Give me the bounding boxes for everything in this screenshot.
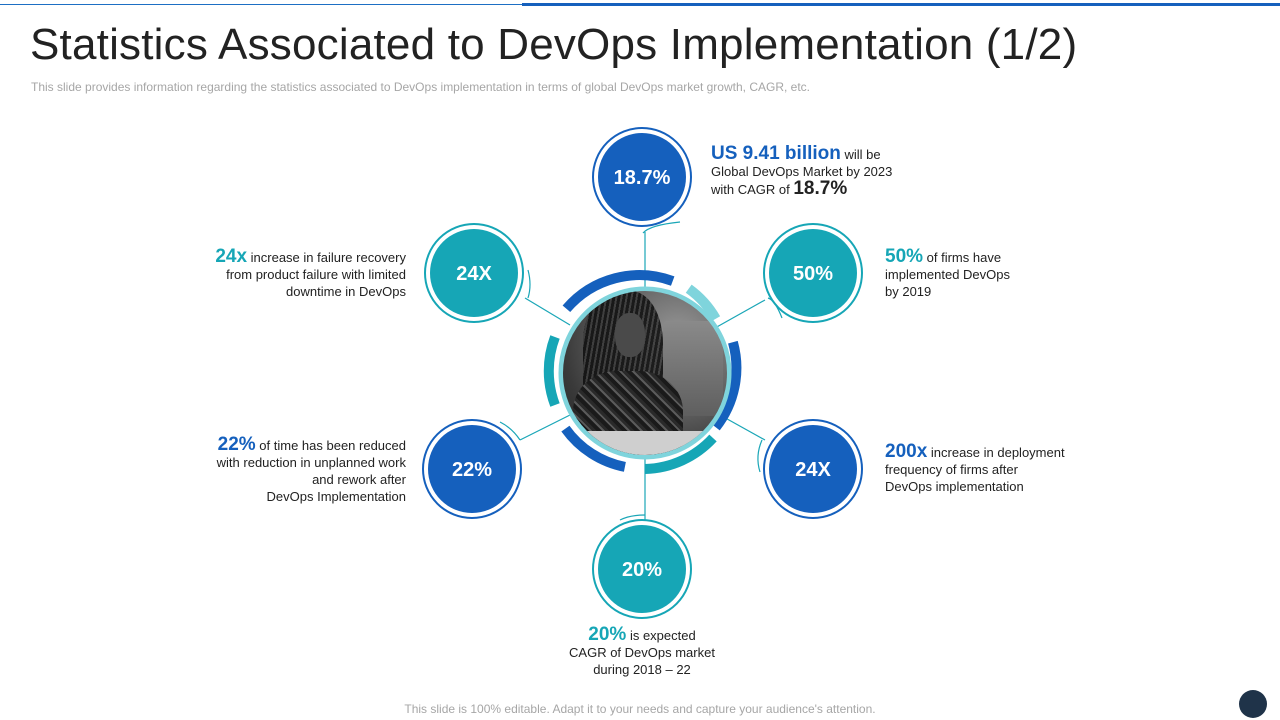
circle-upper-left-label: 24X — [456, 263, 492, 285]
stat-top-highlight: US 9.41 billion — [711, 143, 841, 164]
stat-bottom-line3: during 2018 – 22 — [593, 662, 691, 677]
circle-top: 18.7% — [592, 127, 692, 227]
circle-upper-left: 24X — [424, 223, 524, 323]
stat-bottom-line1: is expected — [626, 628, 696, 643]
face-shape — [615, 313, 645, 357]
stat-lower-right-line2: frequency of firms after — [885, 462, 1018, 477]
circle-top-label: 18.7% — [614, 167, 671, 189]
ring-inner-border — [558, 286, 732, 460]
stat-lower-right: 200x increase in deployment frequency of… — [885, 441, 1125, 495]
circle-lower-left: 22% — [422, 419, 522, 519]
connector-upper-right — [714, 299, 766, 329]
ring-segment-left — [543, 335, 560, 407]
circle-bottom-label: 20% — [622, 559, 662, 581]
circle-upper-right-label: 50% — [793, 263, 833, 285]
stat-upper-left-highlight: 24x — [215, 246, 248, 267]
stat-upper-right-line3: by 2019 — [885, 284, 932, 299]
accent-arc-upper-left — [527, 269, 531, 299]
stat-lower-left-highlight: 22% — [217, 434, 256, 455]
stat-upper-left: 24x increase in failure recovery from pr… — [166, 246, 406, 300]
page-subtitle: This slide provides information regardin… — [31, 80, 810, 94]
stat-upper-left-line2: from product failure with limited — [226, 267, 406, 282]
stat-lower-left-line4: DevOps Implementation — [266, 489, 406, 504]
footer-note: This slide is 100% editable. Adapt it to… — [404, 702, 876, 716]
stat-top-line1: will be — [840, 147, 881, 162]
connector-lower-right — [719, 414, 766, 441]
navigation-dot-icon[interactable] — [1239, 690, 1267, 718]
circle-lower-left-label: 22% — [452, 459, 492, 481]
circle-lower-right-label: 24X — [795, 459, 831, 481]
stat-lower-right-line3: DevOps implementation — [885, 479, 1024, 494]
stat-lower-left: 22% of time has been reduced with reduct… — [156, 434, 406, 505]
top-accent-line-right — [522, 3, 1280, 6]
stat-lower-left-line1: of time has been reduced — [255, 438, 406, 453]
stat-upper-right-line1: of firms have — [923, 250, 1002, 265]
accent-arc-lower-left — [499, 421, 521, 441]
stat-lower-left-line2: with reduction in unplanned work — [216, 455, 406, 470]
circle-upper-right: 50% — [763, 223, 863, 323]
stat-top: US 9.41 billion will be Global DevOps Ma… — [711, 143, 951, 199]
stat-top-line2: Global DevOps Market by 2023 — [711, 164, 893, 179]
ring-segment-top-right — [685, 284, 721, 322]
ring-segment-right — [711, 340, 742, 431]
stat-upper-right: 50% of firms have implemented DevOps by … — [885, 246, 1105, 300]
stat-upper-left-line1: increase in failure recovery — [247, 250, 406, 265]
connector-upper-left — [524, 297, 571, 326]
connector-lower-left — [519, 414, 571, 441]
stat-lower-right-line1: increase in deployment — [927, 445, 1065, 460]
stat-bottom: 20% is expected CAGR of DevOps market du… — [532, 624, 752, 678]
desk-shape — [563, 431, 727, 455]
stat-top-line3: with CAGR of — [711, 182, 794, 197]
accent-arc-lower-right — [757, 439, 763, 473]
center-photo — [563, 291, 727, 455]
stat-upper-left-line3: downtime in DevOps — [286, 284, 406, 299]
circle-lower-right: 24X — [763, 419, 863, 519]
page-title: Statistics Associated to DevOps Implemen… — [30, 20, 1078, 69]
stat-upper-right-line2: implemented DevOps — [885, 267, 1010, 282]
stat-bottom-line2: CAGR of DevOps market — [569, 645, 715, 660]
accent-arc-bottom — [619, 514, 646, 521]
top-accent-line-left — [0, 4, 522, 5]
stat-lower-left-line3: and rework after — [312, 472, 406, 487]
ring-segment-top-left — [562, 270, 675, 313]
stat-top-line3-highlight: 18.7% — [793, 178, 848, 199]
stat-lower-right-highlight: 200x — [885, 441, 928, 462]
stat-bottom-highlight: 20% — [588, 624, 627, 645]
stat-upper-right-highlight: 50% — [885, 246, 924, 267]
accent-arc-top — [642, 221, 681, 234]
circle-bottom: 20% — [592, 519, 692, 619]
